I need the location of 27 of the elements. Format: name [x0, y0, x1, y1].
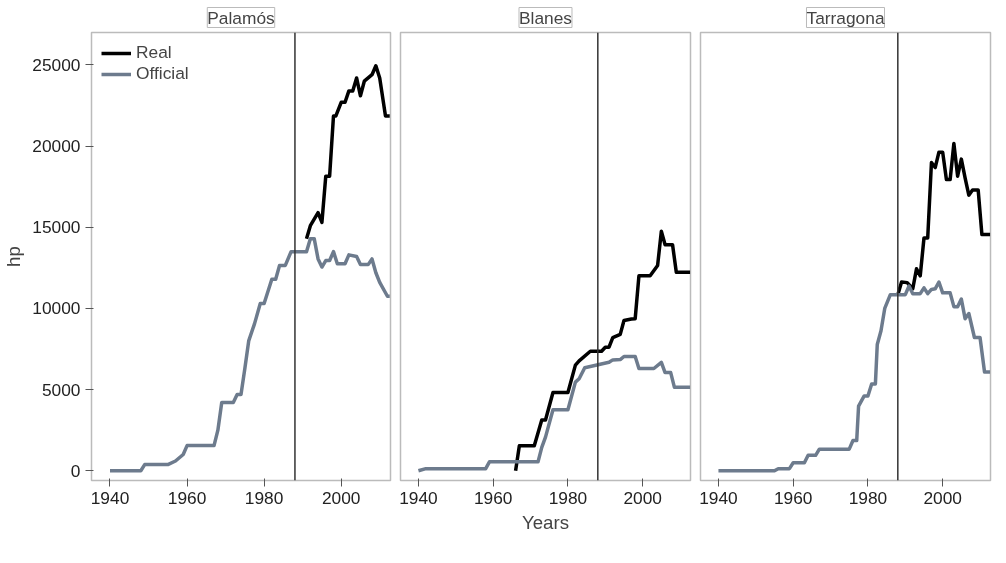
y-tick-label: 5000	[41, 379, 81, 400]
x-axis-title: Years	[521, 511, 570, 533]
x-tick-label: 2000	[321, 487, 361, 508]
x-tick-label: 1940	[699, 487, 738, 508]
x-tick-label: 1960	[473, 487, 513, 508]
x-tick-label: 1980	[548, 487, 588, 508]
legend-label: Official	[136, 63, 189, 84]
x-tick-label: 1940	[399, 487, 438, 508]
y-tick-label: 0	[70, 460, 81, 481]
y-tick-label: 25000	[32, 54, 81, 75]
line-series	[304, 64, 391, 241]
x-tick-label: 1940	[90, 487, 130, 508]
chart-title: Tarragona	[806, 7, 885, 28]
x-tick-label: 1980	[848, 487, 888, 508]
chart-title: Palamós	[207, 7, 276, 28]
line-series	[108, 236, 391, 473]
legend-label: Real	[136, 42, 172, 63]
y-tick-label: 20000	[32, 136, 81, 157]
x-tick-label: 1980	[244, 487, 284, 508]
y-axis-title: hp	[3, 246, 25, 267]
y-tick-label: 15000	[32, 217, 81, 238]
x-tick-label: 2000	[923, 487, 962, 508]
y-tick-label: 10000	[32, 298, 81, 319]
x-tick-label: 2000	[623, 487, 662, 508]
chart-title: Blanes	[519, 7, 573, 28]
x-tick-label: 1960	[773, 487, 813, 508]
x-tick-label: 1960	[167, 487, 207, 508]
